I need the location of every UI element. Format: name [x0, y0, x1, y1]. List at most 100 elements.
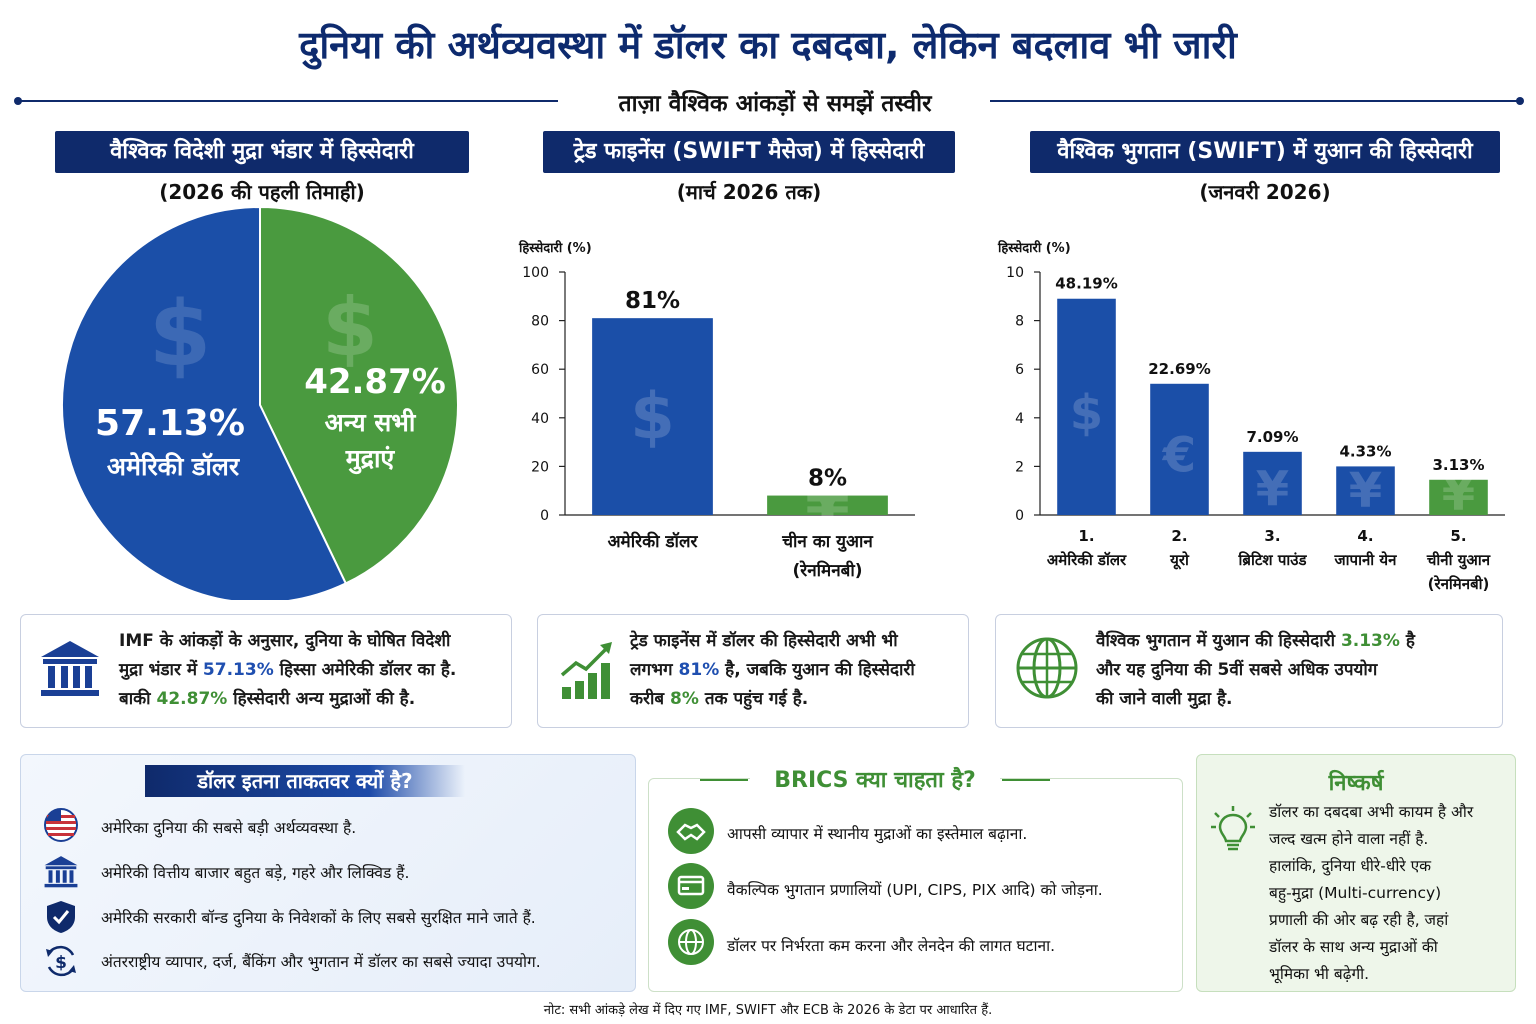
svg-text:$: $	[55, 953, 67, 973]
pie-other-value-label: 42.87%	[304, 362, 446, 402]
payments-category-label-5: 5.	[1450, 527, 1466, 545]
payments-bar-value-label-5: 3.13%	[1432, 456, 1484, 474]
payments-category-label-1: अमेरिकी डॉलर	[1047, 551, 1127, 569]
trade-y-tick-label: 20	[531, 459, 549, 475]
bank-icon	[41, 641, 99, 696]
trade-bar-watermark-1: $	[630, 381, 675, 455]
bank-icon	[44, 856, 78, 888]
pie-other-watermark: $	[322, 281, 378, 374]
trade-category-label-1: अमेरिकी डॉलर	[608, 531, 699, 552]
trade-info-yuan-share: 8%	[670, 689, 699, 709]
payments-y-tick-label: 8	[1015, 314, 1024, 330]
why-item-4: अंतरराष्ट्रीय व्यापार, दर्ज, बैंकिंग और …	[101, 953, 541, 971]
payments-bar-value-label-3: 7.09%	[1246, 428, 1298, 446]
payments-info-yuan-share: 3.13%	[1340, 631, 1400, 651]
payments-category-label-3: ब्रिटिश पाउंड	[1238, 551, 1308, 569]
payments-bar-watermark-5: ¥	[1442, 466, 1475, 522]
payments-category-label-5: (रेनमिनबी)	[1428, 575, 1490, 593]
reserves-pie-chart: $ $57.13% अमेरिकी डॉलर 42.87% अन्य सभी मुद्रा…	[61, 205, 459, 600]
pie-usd-value-label: 57.13%	[95, 403, 245, 444]
globe-icon	[668, 919, 714, 965]
subtitle-rule-left	[18, 100, 558, 102]
trade-info-box: ट्रेड फाइनेंस में डॉलर की हिस्सेदारी अभी…	[537, 614, 969, 728]
payments-category-label-5: चीनी युआन	[1426, 551, 1491, 570]
payments-category-label-1: 1.	[1078, 527, 1094, 545]
trade-panel-period: (मार्च 2026 तक)	[676, 180, 822, 204]
brics-title-rule-left	[700, 779, 748, 781]
subtitle-rule-right	[990, 100, 1520, 102]
brics-item-3: डॉलर पर निर्भरता कम करना और लेनदेन की ला…	[727, 937, 1056, 955]
reserves-panel-period: (2026 की पहली तिमाही)	[159, 180, 365, 204]
payments-bar-value-label-1: 48.19%	[1055, 275, 1117, 293]
payments-bar-watermark-2: €	[1162, 427, 1196, 483]
reserves-panel-title: वैश्विक विदेशी मुद्रा भंडार में हिस्सेदा…	[55, 131, 469, 173]
footer-note: नोट: सभी आंकड़े लेख में दिए गए IMF, SWIF…	[543, 1003, 993, 1018]
conclusion-title: निष्कर्ष	[1328, 771, 1384, 796]
trade-bar-2	[767, 495, 888, 515]
trade-panel-title: ट्रेड फाइनेंस (SWIFT मैसेज) में हिस्सेदा…	[543, 131, 955, 173]
payments-bar-watermark-3: ¥	[1256, 461, 1289, 517]
reserves-info-line1: IMF के आंकड़ों के अनुसार, दुनिया के घोषि…	[119, 631, 451, 651]
payments-bar-chart: हिस्सेदारी (%) 0 2 4 6 8 10 $48.19% 1. अमेरिकी डॉ…	[997, 240, 1505, 593]
reserves-info-line3: बाकी 42.87% हिस्सेदारी अन्य मुद्राओं की …	[119, 689, 416, 709]
payments-bar-5	[1429, 479, 1488, 515]
pie-slice-usd	[61, 205, 348, 600]
growth-chart-icon	[560, 642, 612, 699]
conclusion-line-3: हालांकि, दुनिया धीरे-धीरे एक	[1269, 857, 1432, 875]
brics-title-bg	[750, 764, 1000, 794]
payments-category-label-2: 2.	[1171, 527, 1187, 545]
payments-bar-value-label-2: 22.69%	[1148, 360, 1210, 378]
trade-bar-value-label-1: 81%	[625, 288, 680, 314]
trade-info-line3: करीब 8% तक पहुंच गई है.	[630, 689, 809, 709]
trade-category-label-2: (रेनमिनबी)	[792, 560, 862, 581]
pie-usd-label: अमेरिकी डॉलर	[107, 452, 241, 481]
brics-title-rule-right	[1002, 779, 1050, 781]
payments-bar-value-label-4: 4.33%	[1339, 442, 1391, 460]
payments-category-label-4: 4.	[1357, 527, 1373, 545]
payments-bar-1	[1057, 298, 1116, 515]
why-item-1: अमेरिका दुनिया की सबसे बड़ी अर्थव्यवस्था…	[101, 819, 357, 837]
trade-y-tick-label: 0	[540, 508, 549, 524]
why-dollar-title: डॉलर इतना ताकतवर क्यों है?	[145, 765, 465, 797]
pie-usd-watermark: $	[149, 282, 212, 387]
shield-check-icon	[47, 901, 75, 933]
trade-info-line2: लगभग 81% है, जबकि युआन की हिस्सेदारी	[630, 660, 915, 680]
brics-item-2: वैकल्पिक भुगतान प्रणालियों (UPI, CIPS, P…	[727, 881, 1103, 899]
why-item-3: अमेरिकी सरकारी बॉन्ड दुनिया के निवेशकों …	[101, 909, 536, 927]
trade-y-tick-label: 100	[522, 265, 549, 281]
page-subtitle: ताज़ा वैश्विक आंकड़ों से समझें तस्वीर	[618, 91, 932, 117]
conclusion-panel: निष्कर्ष डॉलर का दबदबा अभी कायम है और जल…	[1196, 754, 1516, 992]
why-item-2: अमेरिकी वित्तीय बाजार बहुत बड़े, गहरे और…	[101, 864, 410, 882]
conclusion-line-7: भूमिका भी बढ़ेगी.	[1269, 965, 1370, 983]
handshake-icon	[668, 808, 714, 854]
trade-bar-1	[592, 318, 713, 515]
conclusion-line-2: जल्द खत्म होने वाला नहीं है.	[1269, 830, 1429, 848]
payments-bar-2	[1150, 383, 1209, 515]
conclusion-line-6: डॉलर के साथ अन्य मुद्राओं की	[1269, 938, 1438, 956]
payments-info-line2: और यह दुनिया की 5वीं सबसे अधिक उपयोग	[1096, 660, 1378, 680]
conclusion-line-5: प्रणाली की ओर बढ़ रही है, जहां	[1269, 911, 1449, 929]
why-dollar-panel: डॉलर इतना ताकतवर क्यों है? अमेरिका दुनिय…	[20, 754, 636, 992]
trade-category-label-2: चीन का युआन	[781, 531, 873, 552]
trade-bar-watermark-2: ¥	[805, 468, 850, 542]
reserves-info-other-share: 42.87%	[156, 689, 228, 709]
dollar-cycle-icon: $	[46, 945, 76, 977]
payments-info-line1: वैश्विक भुगतान में युआन की हिस्सेदारी 3.…	[1096, 631, 1415, 651]
payments-bar-watermark-4: ¥	[1349, 463, 1382, 519]
payments-info-line3: की जाने वाली मुद्रा है.	[1096, 689, 1233, 709]
payments-bar-3	[1243, 451, 1302, 515]
lightbulb-icon	[1211, 806, 1255, 851]
conclusion-line-4: बहु-मुद्रा (Multi-currency)	[1269, 884, 1442, 902]
conclusion-line-1: डॉलर का दबदबा अभी कायम है और	[1269, 803, 1474, 821]
trade-y-tick-label: 80	[531, 314, 549, 330]
pie-other-label-line-2: मुद्राएं	[345, 444, 396, 475]
reserves-info-box: IMF के आंकड़ों के अनुसार, दुनिया के घोषि…	[20, 614, 512, 728]
payments-panel-title: वैश्विक भुगतान (SWIFT) में युआन की हिस्स…	[1030, 131, 1500, 173]
trade-info-usd-share: 81%	[678, 660, 720, 680]
trade-bar-value-label-2: 8%	[808, 466, 847, 492]
reserves-info-line2: मुद्रा भंडार में 57.13% हिस्सा अमेरिकी ड…	[119, 660, 457, 680]
payments-y-tick-label: 6	[1015, 362, 1024, 378]
us-flag-globe-icon	[44, 808, 78, 842]
payments-y-tick-label: 4	[1015, 411, 1024, 427]
payments-y-tick-label: 2	[1015, 459, 1024, 475]
